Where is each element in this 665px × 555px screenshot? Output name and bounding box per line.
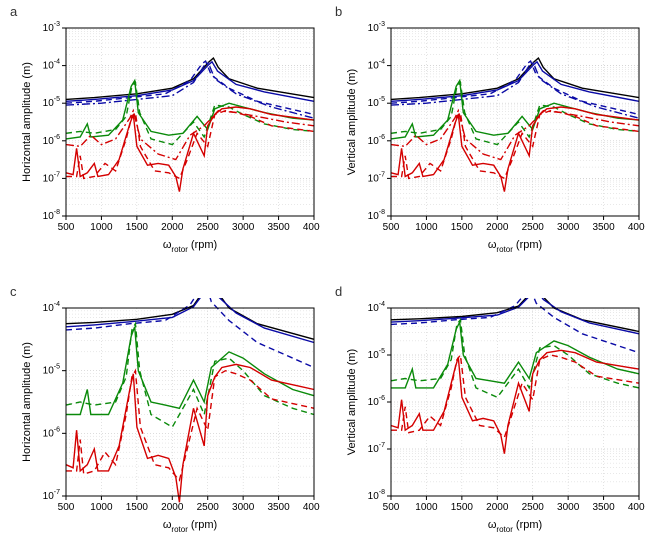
panel-label-b: b — [335, 4, 342, 19]
svg-text:1500: 1500 — [451, 222, 474, 233]
panel-c: c500100015002000250030003500400010-710-6… — [20, 298, 320, 538]
svg-text:500: 500 — [383, 222, 400, 233]
svg-text:10-3: 10-3 — [368, 21, 385, 34]
figure: a 500 1000 1500 2000 2500 3000 3500 4000 10-8 10-7… — [0, 0, 665, 555]
svg-text:Vertical amplitude (m): Vertical amplitude (m) — [346, 349, 358, 455]
svg-text:10-3: 10-3 — [43, 21, 60, 34]
svg-text:4000: 4000 — [303, 502, 320, 513]
svg-text:ωrotor (rpm): ωrotor (rpm) — [163, 239, 217, 254]
svg-text:1000: 1000 — [415, 502, 438, 513]
svg-text:3500: 3500 — [267, 222, 290, 233]
svg-text:3500: 3500 — [267, 502, 290, 513]
svg-text:3000: 3000 — [557, 502, 580, 513]
svg-text:10-7: 10-7 — [43, 489, 60, 502]
svg-text:1500: 1500 — [451, 502, 474, 513]
svg-text:10-6: 10-6 — [43, 134, 60, 147]
panel-label-d: d — [335, 284, 342, 299]
svg-text:Vertical amplitude (m): Vertical amplitude (m) — [346, 69, 358, 175]
svg-text:3000: 3000 — [557, 222, 580, 233]
svg-text:10-4: 10-4 — [43, 301, 60, 314]
svg-text:ωrotor (rpm): ωrotor (rpm) — [488, 519, 542, 534]
svg-text:10-6: 10-6 — [43, 426, 60, 439]
panel-a: a500100015002000250030003500400010-810-7… — [20, 18, 320, 258]
svg-text:10-6: 10-6 — [368, 134, 385, 147]
svg-text:10-5: 10-5 — [368, 96, 385, 109]
svg-text:500: 500 — [58, 222, 75, 233]
svg-text:10-5: 10-5 — [368, 348, 385, 361]
svg-text:3000: 3000 — [232, 502, 255, 513]
svg-text:1000: 1000 — [90, 502, 113, 513]
svg-text:2500: 2500 — [522, 222, 545, 233]
svg-text:1500: 1500 — [126, 222, 149, 233]
svg-text:4000: 4000 — [628, 502, 645, 513]
svg-text:10-7: 10-7 — [368, 442, 385, 455]
svg-text:ωrotor (rpm): ωrotor (rpm) — [488, 239, 542, 254]
svg-text:10-7: 10-7 — [43, 171, 60, 184]
svg-text:2000: 2000 — [161, 502, 184, 513]
svg-text:10-8: 10-8 — [368, 489, 385, 502]
svg-text:2000: 2000 — [161, 222, 184, 233]
svg-text:1500: 1500 — [126, 502, 149, 513]
panel-b: b500100015002000250030003500400010-810-7… — [345, 18, 645, 258]
svg-text:ωrotor (rpm): ωrotor (rpm) — [163, 519, 217, 534]
svg-text:3500: 3500 — [592, 222, 615, 233]
svg-text:10-4: 10-4 — [368, 301, 385, 314]
svg-text:10-7: 10-7 — [368, 171, 385, 184]
svg-text:Horizontal amplitude (m): Horizontal amplitude (m) — [21, 62, 33, 182]
svg-text:10-8: 10-8 — [43, 209, 60, 222]
svg-text:3500: 3500 — [592, 502, 615, 513]
svg-text:1000: 1000 — [415, 222, 438, 233]
svg-text:500: 500 — [58, 502, 75, 513]
svg-text:10-5: 10-5 — [43, 96, 60, 109]
svg-text:4000: 4000 — [628, 222, 645, 233]
panel-label-a: a — [10, 4, 17, 19]
svg-text:10-4: 10-4 — [368, 59, 385, 72]
svg-text:2500: 2500 — [522, 502, 545, 513]
panel-label-c: c — [10, 284, 17, 299]
panel-d: d500100015002000250030003500400010-810-7… — [345, 298, 645, 538]
svg-text:3000: 3000 — [232, 222, 255, 233]
svg-text:10-5: 10-5 — [43, 364, 60, 377]
svg-text:2500: 2500 — [197, 502, 220, 513]
svg-text:4000: 4000 — [303, 222, 320, 233]
svg-text:1000: 1000 — [90, 222, 113, 233]
svg-text:2000: 2000 — [486, 222, 509, 233]
svg-text:10-8: 10-8 — [368, 209, 385, 222]
svg-text:2500: 2500 — [197, 222, 220, 233]
svg-text:500: 500 — [383, 502, 400, 513]
svg-text:10-4: 10-4 — [43, 59, 60, 72]
svg-text:2000: 2000 — [486, 502, 509, 513]
svg-text:10-6: 10-6 — [368, 395, 385, 408]
svg-text:Horizontal amplitude (m): Horizontal amplitude (m) — [21, 342, 33, 462]
